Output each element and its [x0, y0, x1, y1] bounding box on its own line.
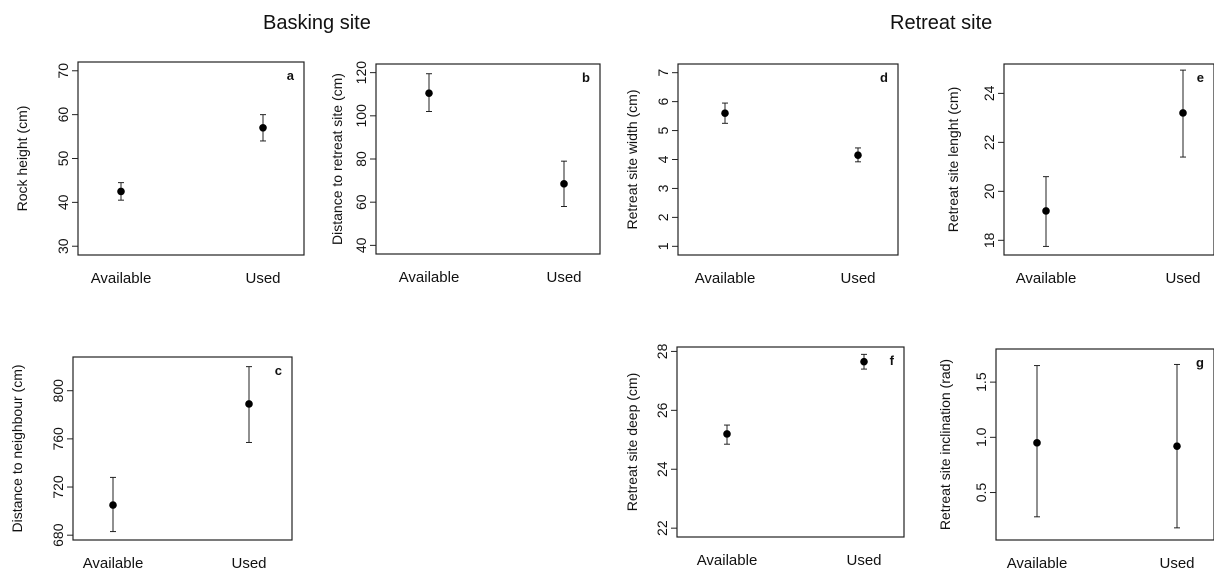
- mean-point: [259, 123, 267, 132]
- y-tick-label: 7: [655, 69, 671, 77]
- y-tick-label: 3: [655, 184, 671, 192]
- y-axis-label: Retreat site deep (cm): [624, 373, 640, 512]
- x-category-label: Available: [399, 269, 460, 286]
- plot-frame: [676, 346, 905, 538]
- y-tick-label: 6: [655, 98, 671, 106]
- panel-letter: f: [890, 353, 895, 368]
- y-tick-label: 720: [50, 475, 66, 499]
- panel-letter: b: [582, 70, 590, 85]
- x-category-label: Available: [697, 552, 758, 569]
- y-tick-label: 40: [353, 237, 369, 253]
- retreat-site-title: Retreat site: [890, 12, 993, 34]
- mean-point: [245, 400, 253, 408]
- mean-point: [1173, 442, 1181, 450]
- y-tick-label: 60: [55, 107, 71, 123]
- plot-frame: [375, 63, 601, 255]
- plot-frame: [1003, 63, 1214, 256]
- x-category-label: Used: [245, 270, 280, 287]
- mean-point: [721, 109, 729, 117]
- panel-letter: e: [1197, 70, 1204, 85]
- y-tick-label: 80: [353, 151, 369, 167]
- y-tick-label: 1.0: [973, 427, 989, 447]
- y-tick-label: 24: [654, 461, 670, 477]
- panel-letter: d: [880, 70, 888, 85]
- panel-a: 30 40 50 60 70 Rock height (cm) Available Used a: [14, 61, 305, 287]
- y-tick-label: 1.5: [973, 372, 989, 392]
- y-tick-label: 28: [654, 343, 670, 359]
- y-tick-label: 70: [55, 63, 71, 79]
- x-category-label: Available: [1016, 270, 1077, 287]
- x-category-label: Available: [83, 555, 144, 571]
- mean-point: [860, 357, 868, 366]
- x-category-label: Used: [231, 555, 266, 571]
- x-category-label: Available: [91, 270, 152, 287]
- y-tick-label: 22: [654, 520, 670, 536]
- y-tick-label: 4: [655, 155, 671, 163]
- panel-b: 40 60 80 100 120 Distance to retreat site (cm…: [329, 61, 601, 286]
- y-tick-label: 100: [353, 104, 369, 128]
- plot-frame: [77, 61, 305, 256]
- mean-point: [723, 430, 731, 438]
- y-tick-label: 22: [981, 134, 997, 150]
- x-category-label: Used: [846, 552, 881, 569]
- mean-point: [1179, 109, 1187, 117]
- panel-c: 680 720 760 800 Distance to neighbour (cm) Av…: [9, 356, 293, 571]
- y-tick-label: 2: [655, 213, 671, 221]
- y-tick-label: 120: [353, 61, 369, 85]
- y-tick-label: 18: [981, 232, 997, 248]
- y-axis-label: Retreat site width (cm): [624, 89, 640, 229]
- mean-point: [1042, 207, 1050, 215]
- y-tick-label: 5: [655, 126, 671, 134]
- y-tick-label: 20: [981, 183, 997, 199]
- mean-point: [109, 501, 117, 509]
- plot-frame: [677, 63, 899, 256]
- x-category-label: Available: [1007, 555, 1068, 571]
- y-tick-label: 680: [50, 523, 66, 547]
- y-tick-label: 1: [655, 242, 671, 250]
- panel-d: 1 2 3 4 5 6 7 Retreat site width (cm) Available U…: [624, 63, 899, 287]
- plot-frame: [995, 348, 1214, 541]
- panel-letter: c: [275, 363, 282, 378]
- panel-e: 18 20 22 24 Retreat site lenght (cm) Availabl…: [945, 63, 1214, 287]
- x-category-label: Used: [546, 269, 581, 286]
- basking-site-title: Basking site: [263, 12, 371, 34]
- y-tick-label: 760: [50, 427, 66, 451]
- y-tick-label: 24: [981, 85, 997, 101]
- panel-g: 0.5 1.0 1.5 Retreat site inclination (rad) A…: [937, 348, 1214, 571]
- mean-point: [425, 89, 433, 97]
- y-tick-label: 50: [55, 151, 71, 167]
- y-tick-label: 30: [55, 238, 71, 254]
- plot-frame: [72, 356, 293, 541]
- y-axis-label: Retreat site lenght (cm): [945, 87, 961, 233]
- y-tick-label: 40: [55, 194, 71, 210]
- y-axis-label: Rock height (cm): [14, 106, 30, 212]
- y-axis-label: Distance to neighbour (cm): [9, 364, 25, 532]
- y-tick-label: 60: [353, 194, 369, 210]
- x-category-label: Used: [1165, 270, 1200, 287]
- x-category-label: Available: [695, 270, 756, 287]
- y-tick-label: 0.5: [973, 483, 989, 503]
- y-tick-label: 26: [654, 402, 670, 418]
- x-category-label: Used: [1159, 555, 1194, 571]
- y-axis-label: Retreat site inclination (rad): [937, 359, 953, 530]
- mean-point: [1033, 439, 1041, 447]
- panel-letter: a: [287, 68, 295, 83]
- y-axis-label: Distance to retreat site (cm): [329, 73, 345, 245]
- x-category-label: Used: [840, 270, 875, 287]
- y-tick-label: 800: [50, 379, 66, 403]
- mean-point: [560, 180, 568, 188]
- mean-point: [854, 151, 862, 159]
- panel-f: 22 24 26 28 Retreat site deep (cm) Available U…: [624, 343, 905, 569]
- panel-letter: g: [1196, 355, 1204, 370]
- mean-point: [117, 187, 125, 196]
